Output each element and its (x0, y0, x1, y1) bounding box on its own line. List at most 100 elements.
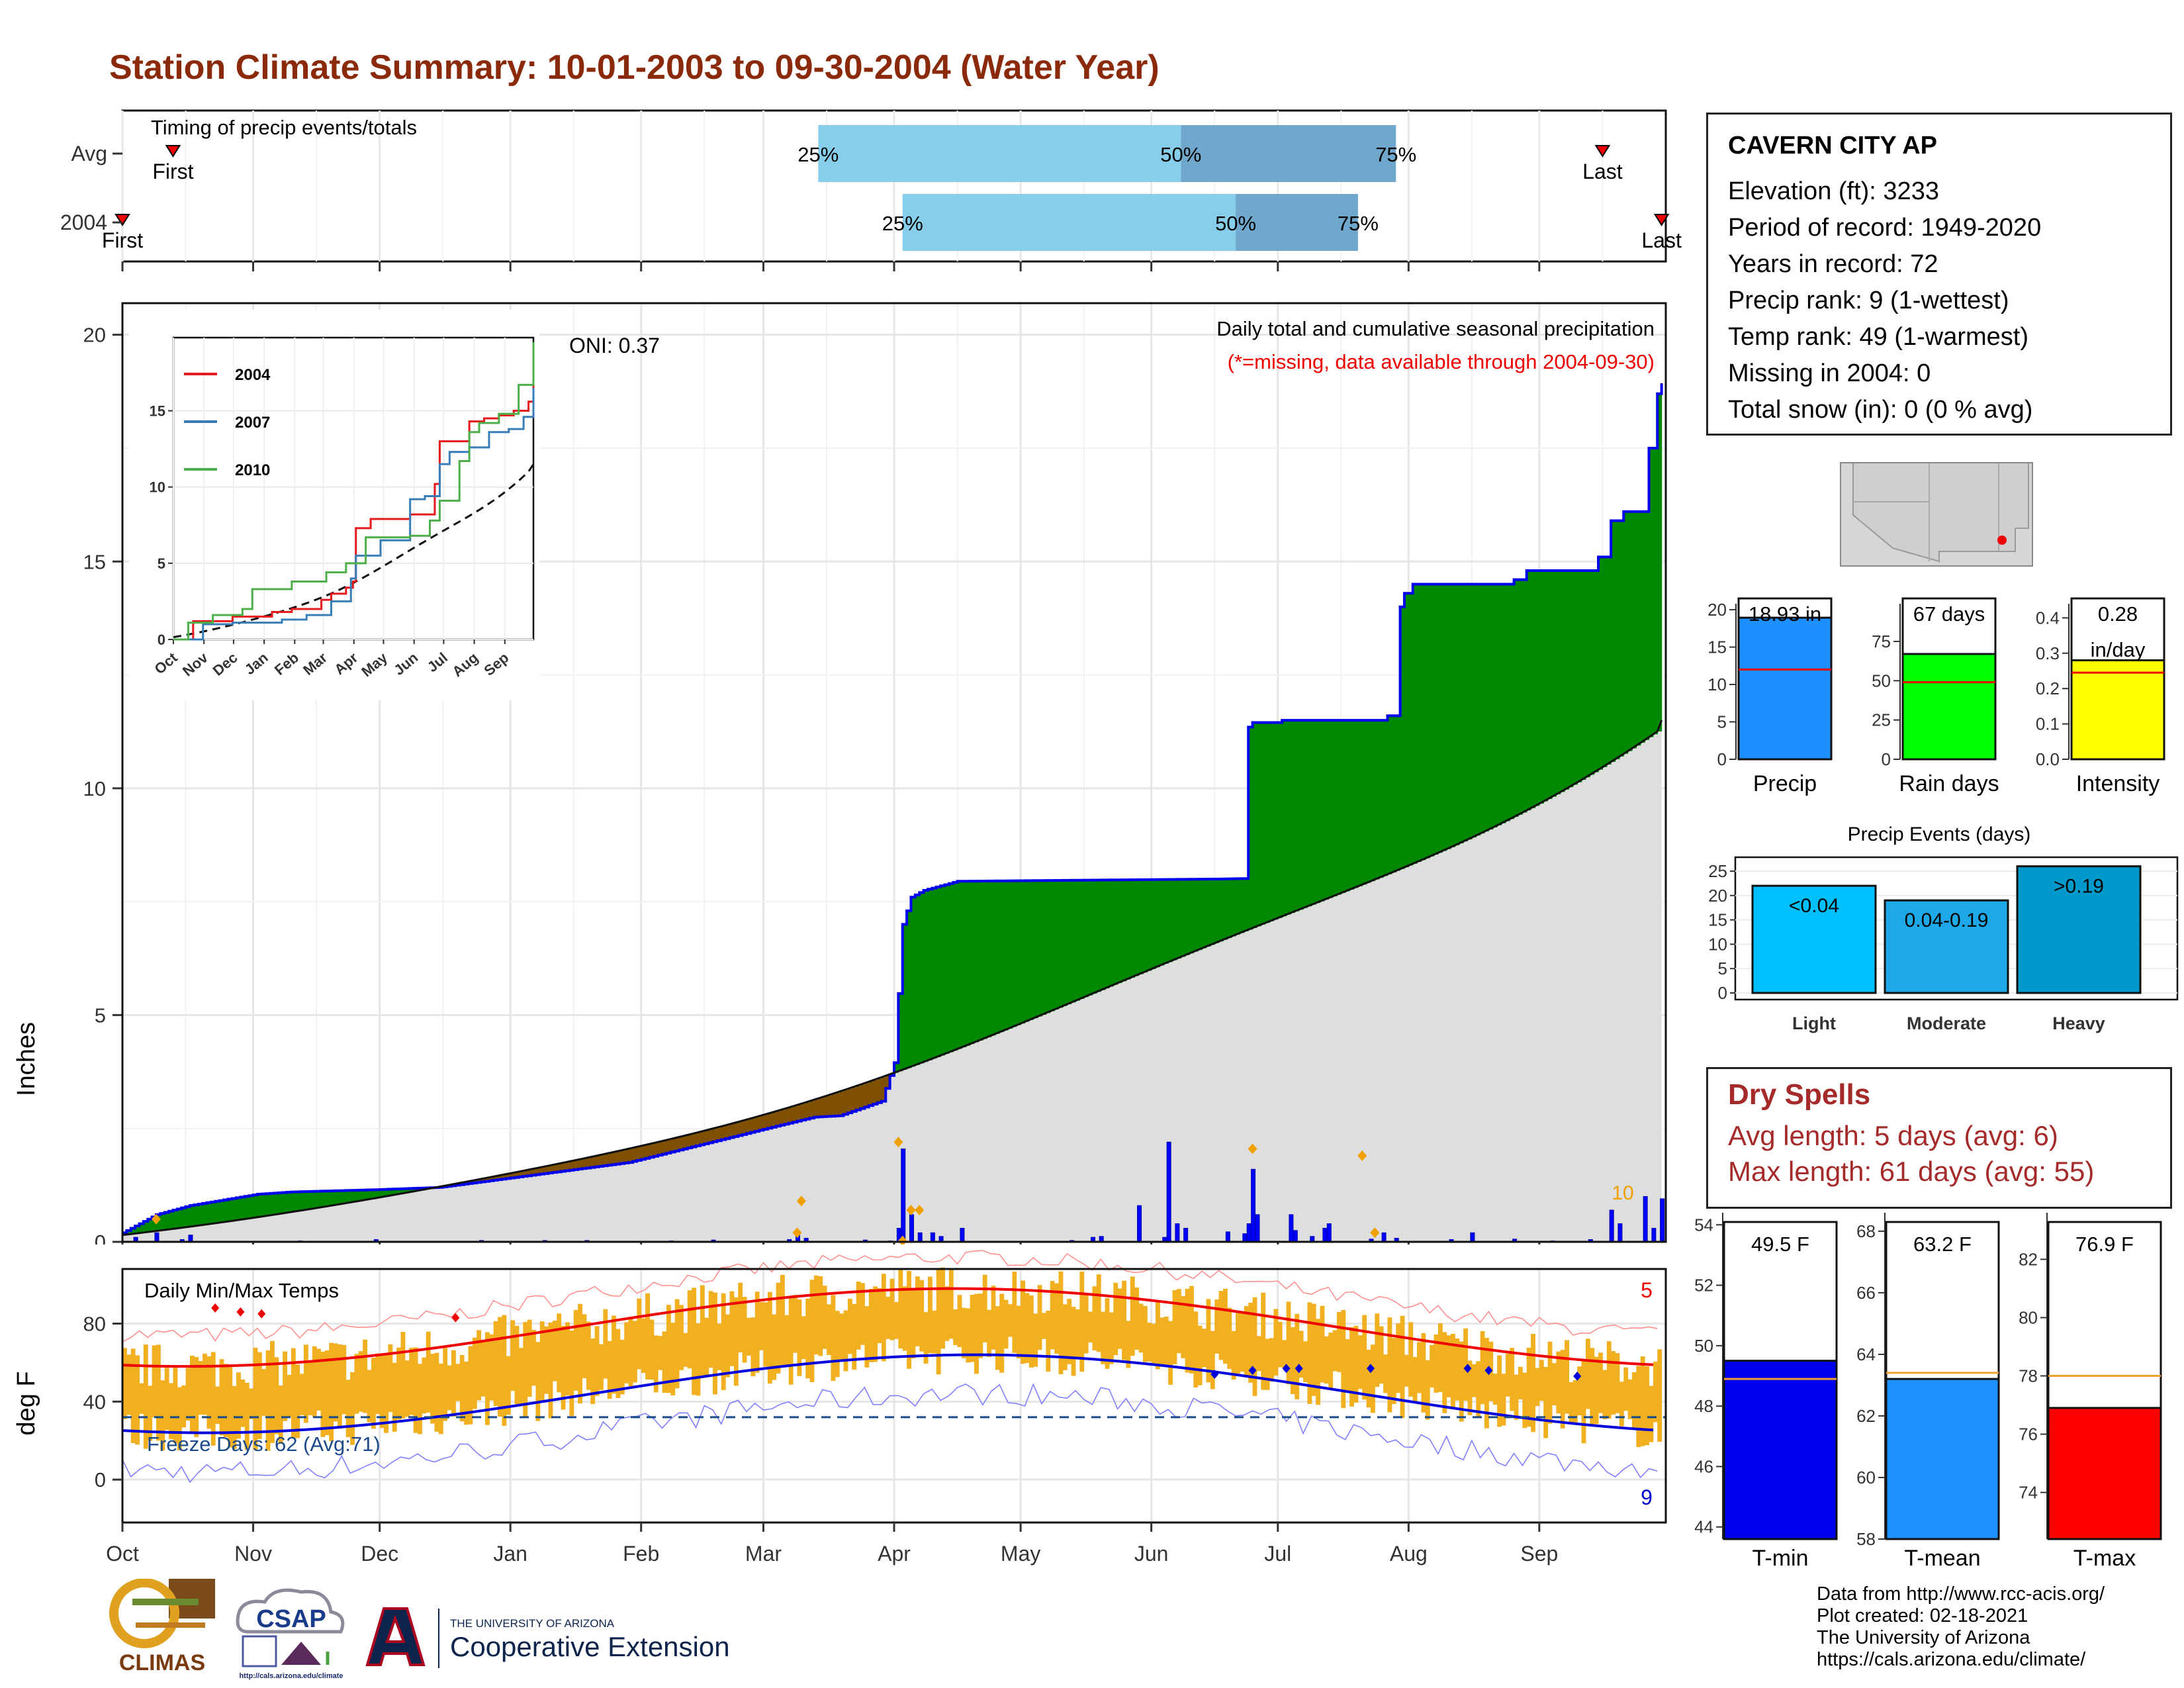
q75-label: 75% (1338, 212, 1379, 235)
surplus-area (1320, 720, 1325, 902)
daily-temp-bar (565, 1322, 570, 1395)
daily-temp-bar (1425, 1360, 1430, 1420)
missing-note: (*=missing, data available through 2004-… (1228, 350, 1655, 373)
deficit-area (645, 1145, 651, 1158)
daily-temp-bar (1117, 1288, 1122, 1349)
surplus-area (206, 1202, 212, 1225)
daily-precip-bar (1326, 1223, 1332, 1243)
daily-temp-bar (1037, 1285, 1042, 1350)
daily-temp-bar (666, 1305, 671, 1393)
daily-temp-bar (907, 1270, 911, 1369)
climas-text: CLIMAS (119, 1650, 205, 1675)
daily-temp-bar (1316, 1319, 1321, 1405)
daily-temp-bar (265, 1350, 271, 1451)
month-axis: Oct Nov Dec Jan Feb Mar Apr May Jun Jul Aug Sep (106, 1542, 1558, 1566)
precip-events-chart: Precip Events (days) 0 5 10 15 20 25 <0.04 Light… (1708, 823, 2179, 1033)
daily-temp-bar (1122, 1280, 1126, 1360)
daily-temp-bar (1240, 1311, 1245, 1372)
daily-temp-bar (1353, 1325, 1359, 1403)
daily-temp-bar (409, 1348, 414, 1415)
daily-temp-bar (544, 1326, 549, 1394)
deficit-area (510, 1173, 516, 1178)
surplus-area (1206, 879, 1211, 947)
daily-temp-bar (603, 1309, 608, 1379)
daily-temp-bar (632, 1321, 637, 1383)
daily-temp-bar (578, 1303, 583, 1404)
daily-temp-bar (995, 1306, 1000, 1370)
daily-temp-bar (557, 1313, 562, 1393)
deficit-area (801, 1103, 806, 1121)
daily-temp-bar (484, 1332, 490, 1425)
daily-temp-bar (1391, 1338, 1396, 1404)
surplus-area (978, 881, 983, 1041)
daily-precip-bar (930, 1232, 935, 1243)
average-cumulative-line (122, 720, 1663, 1237)
surplus-area (1303, 720, 1308, 908)
daily-temp-bar (1130, 1276, 1135, 1356)
daily-temp-bar (1543, 1367, 1549, 1438)
surplus-area (341, 1190, 347, 1204)
daily-temp-bar (1050, 1281, 1055, 1350)
daily-temp-bar (548, 1322, 553, 1419)
record-marker (1370, 1227, 1380, 1239)
daily-temp-bar (194, 1356, 199, 1437)
surplus-area (1565, 570, 1570, 790)
tbar-category-label: T-min (1752, 1546, 1809, 1571)
deficit-area (827, 1096, 832, 1117)
daily-temp-bar (624, 1322, 629, 1383)
event-bar (1884, 899, 2009, 994)
month-label: Aug (1390, 1542, 1428, 1566)
daily-temp-bar (948, 1269, 954, 1339)
daily-temp-bar (974, 1293, 979, 1374)
daily-temp-bar (1375, 1313, 1380, 1387)
daily-temp-bar (1042, 1313, 1046, 1339)
deficit-area (813, 1100, 819, 1117)
daily-temp-bar (1163, 1316, 1169, 1365)
surplus-area (1046, 880, 1051, 1013)
surplus-area (203, 1203, 208, 1225)
surplus-area (244, 1196, 250, 1219)
record-low-line (122, 1383, 1658, 1483)
bar-value-label: 18.93 in (1749, 602, 1821, 626)
event-bar (2016, 865, 2142, 994)
surplus-area (1522, 579, 1527, 813)
surplus-area (210, 1201, 216, 1224)
daily-temp-bar (143, 1344, 148, 1449)
csap-url: http://cals.arizona.edu/climate (239, 1672, 343, 1680)
daily-temp-bar (215, 1386, 220, 1425)
surplus-area (316, 1191, 322, 1208)
main-frame (121, 302, 1667, 1243)
surplus-area (1375, 720, 1380, 880)
daily-temp-bar (607, 1340, 612, 1399)
daily-temp-bar (1653, 1362, 1658, 1423)
deficit-area (839, 1092, 844, 1116)
deficit-area (729, 1124, 735, 1138)
deficit-area (886, 1076, 891, 1089)
surplus-area (1463, 584, 1469, 842)
daily-temp-bar (1510, 1348, 1515, 1411)
daily-temp-bar (206, 1356, 212, 1429)
daily-temp-bar (966, 1308, 971, 1363)
daily-temp-bar (1206, 1299, 1211, 1383)
surplus-area (1471, 584, 1477, 838)
surplus-area (1437, 584, 1443, 853)
surplus-area (1337, 720, 1342, 895)
daily-temp-bar (1645, 1366, 1650, 1446)
daily-temp-bar (337, 1344, 342, 1429)
station-marker (1997, 536, 2007, 545)
daily-temp-bar (1446, 1335, 1451, 1397)
surplus-area (999, 880, 1005, 1033)
surplus-area (1501, 584, 1506, 823)
daily-temp-bar (329, 1342, 334, 1442)
event-category-label: Heavy (2052, 1013, 2105, 1033)
daily-temp-bar (839, 1313, 844, 1360)
surplus-area (1430, 584, 1435, 857)
surplus-area (1400, 606, 1405, 869)
deficit-area (809, 1101, 815, 1119)
daily-temp-bar (1357, 1335, 1363, 1389)
events-tick-label: 25 (1708, 861, 1727, 881)
deficit-area (843, 1090, 848, 1115)
surplus-area (1531, 570, 1536, 808)
daily-temp-bar (911, 1289, 916, 1359)
daily-temp-bar (751, 1317, 756, 1377)
